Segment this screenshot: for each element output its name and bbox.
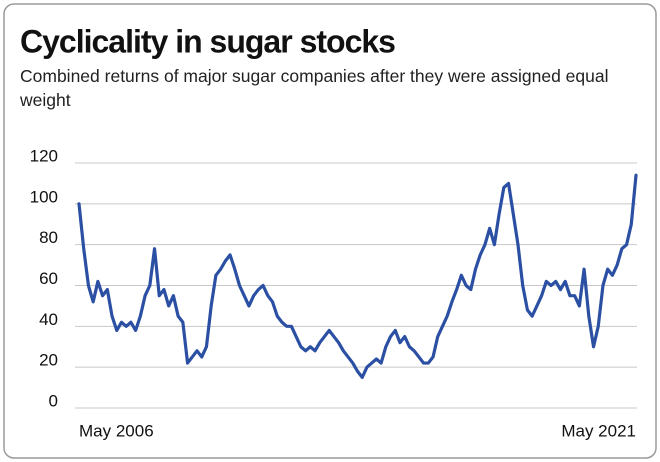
chart-subtitle: Combined returns of major sugar companie… xyxy=(20,66,609,110)
y-tick-label: 80 xyxy=(39,228,58,247)
data-line xyxy=(77,173,638,379)
subtitle-box: Combined returns of major sugar companie… xyxy=(20,66,609,110)
y-tick-label: 20 xyxy=(39,351,58,370)
y-tick-label: 60 xyxy=(39,269,58,288)
y-tick-label: 100 xyxy=(30,187,58,206)
x-tick-label: May 2021 xyxy=(561,421,636,440)
y-tick-label: 120 xyxy=(30,146,58,165)
chart-title: Cyclicality in sugar stocks xyxy=(20,23,395,59)
y-tick-label: 40 xyxy=(39,310,58,329)
frame xyxy=(3,3,657,459)
x-tick-label: May 2006 xyxy=(79,421,154,440)
y-tick-label: 0 xyxy=(49,391,58,410)
